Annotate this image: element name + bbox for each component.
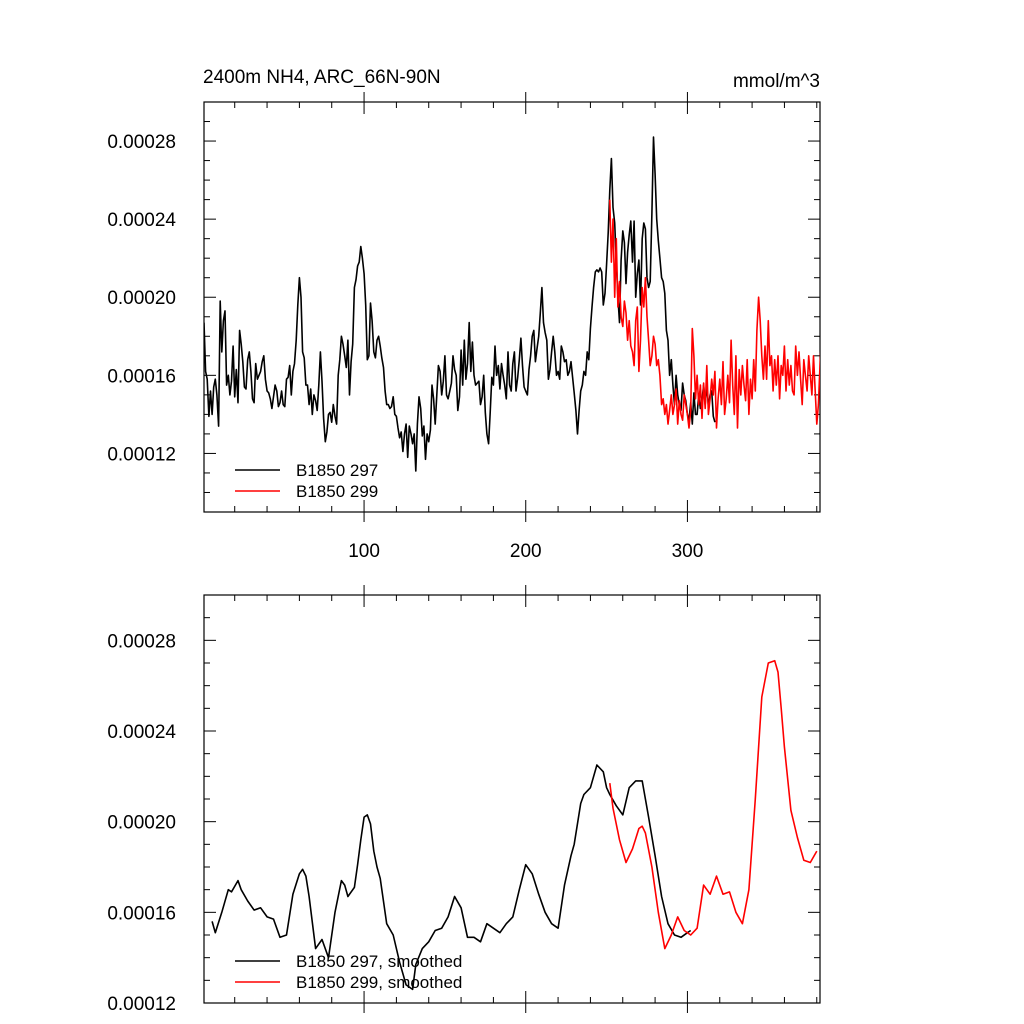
top-y-tick-label: 0.00020	[107, 288, 176, 309]
top-x-tick-label: 200	[510, 541, 542, 562]
bottom-y-tick-label: 0.00024	[107, 722, 176, 743]
bottom-series-line-1	[211, 764, 692, 991]
bottom-legend-label: B1850 299, smoothed	[296, 973, 462, 992]
bottom-y-tick-label: 0.00020	[107, 813, 176, 834]
top-legend-label: B1850 299	[296, 482, 378, 501]
top-legend-label: B1850 297	[296, 461, 378, 480]
top-chart-title: 2400m NH4, ARC_66N-90N	[203, 67, 441, 88]
top-y-tick-label: 0.00024	[107, 210, 176, 231]
top-series-line-1	[204, 136, 716, 472]
top-chart-units: mmol/m^3	[733, 71, 820, 92]
top-x-tick-label: 100	[348, 541, 380, 562]
top-y-tick-label: 0.00028	[107, 132, 176, 153]
bottom-y-tick-label: 0.00016	[107, 903, 176, 924]
top-panel: 2400m NH4, ARC_66N-90N mmol/m^3 0.00012 0…	[107, 67, 821, 562]
bottom-y-tick-label: 0.00028	[107, 631, 176, 652]
top-series-line-2	[609, 199, 820, 429]
top-y-tick-label: 0.00016	[107, 366, 176, 387]
top-plot-frame	[203, 101, 821, 513]
bottom-plot-frame	[203, 594, 821, 1004]
bottom-legend-label: B1850 297, smoothed	[296, 952, 462, 971]
bottom-panel: 0.00012 0.00016 0.00020 0.00024 0.00028 B1850…	[107, 585, 821, 1015]
top-x-tick-label: 300	[672, 541, 704, 562]
top-y-tick-label: 0.00012	[107, 444, 176, 465]
bottom-y-tick-label: 0.00012	[107, 994, 176, 1015]
bottom-series-line-2	[609, 659, 818, 950]
